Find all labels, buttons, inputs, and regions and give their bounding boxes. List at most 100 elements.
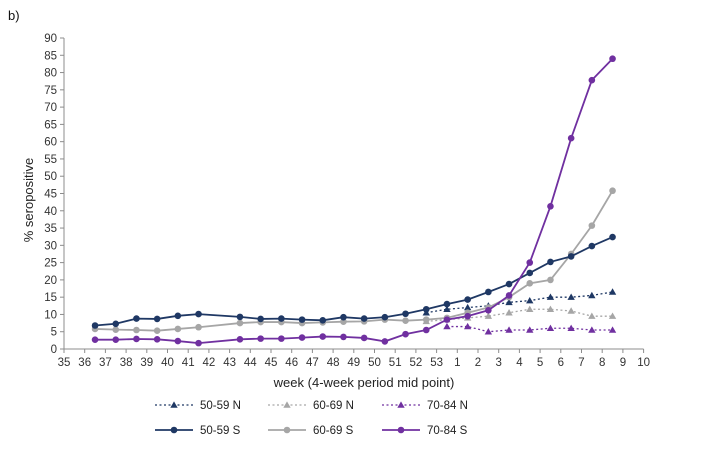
legend-marker bbox=[397, 426, 405, 434]
data-point-70-84-s bbox=[153, 336, 161, 343]
y-tick-label: 25 bbox=[44, 258, 57, 270]
x-tick-label: 51 bbox=[389, 357, 402, 369]
legend-label: 50-59 S bbox=[200, 425, 241, 437]
x-tick-label: 4 bbox=[516, 357, 523, 369]
y-tick-label: 90 bbox=[44, 33, 57, 45]
data-point-50-59-s bbox=[443, 300, 451, 308]
data-point-70-84-s bbox=[298, 334, 306, 341]
x-tick-label: 38 bbox=[120, 357, 133, 369]
data-point-70-84-s bbox=[464, 312, 471, 320]
legend-marker bbox=[397, 401, 405, 408]
y-tick-label: 15 bbox=[44, 292, 57, 304]
data-point-50-59-s bbox=[257, 315, 264, 323]
data-point-70-84-s bbox=[340, 333, 347, 341]
data-point-50-59-s bbox=[381, 313, 389, 321]
data-point-60-69-s bbox=[588, 222, 596, 229]
data-point-50-59-s bbox=[402, 310, 409, 318]
data-point-60-69-s bbox=[195, 323, 202, 331]
data-point-70-84-s bbox=[485, 306, 492, 314]
data-point-70-84-s bbox=[402, 330, 409, 338]
data-point-50-59-s bbox=[464, 296, 471, 303]
data-point-50-59-s bbox=[112, 320, 120, 328]
x-tick-label: 48 bbox=[327, 357, 340, 369]
data-point-60-69-s bbox=[526, 280, 534, 287]
y-tick-label: 50 bbox=[44, 171, 57, 183]
x-tick-label: 49 bbox=[347, 357, 360, 369]
legend-marker bbox=[283, 426, 291, 434]
data-point-70-84-s bbox=[278, 335, 285, 342]
y-tick-label: 30 bbox=[44, 240, 57, 252]
data-point-50-59-n bbox=[588, 291, 596, 299]
series-line-70-84-n bbox=[446, 325, 613, 333]
legend-item-70-84-s: 70-84 S bbox=[382, 425, 468, 437]
x-axis-label: week (4-week period mid point) bbox=[273, 375, 455, 390]
y-tick-label: 75 bbox=[44, 85, 57, 97]
data-point-50-59-n bbox=[608, 288, 617, 295]
y-tick-label: 0 bbox=[51, 344, 57, 356]
data-point-50-59-s bbox=[91, 322, 99, 329]
x-tick-label: 40 bbox=[161, 357, 174, 369]
data-point-60-69-n bbox=[526, 305, 534, 313]
x-tick-label: 53 bbox=[430, 357, 443, 369]
panel-label: b) bbox=[8, 8, 20, 23]
data-point-60-69-s bbox=[133, 326, 140, 334]
legend-label: 70-84 N bbox=[427, 400, 468, 412]
data-point-70-84-s bbox=[112, 336, 120, 343]
data-point-50-59-s bbox=[340, 313, 347, 321]
legend-item-50-59-n: 50-59 N bbox=[155, 400, 241, 412]
x-tick-label: 3 bbox=[495, 357, 501, 369]
series-line-70-84-s bbox=[95, 58, 614, 345]
data-point-70-84-s bbox=[381, 338, 389, 345]
y-tick-label: 5 bbox=[51, 327, 57, 339]
data-point-70-84-s bbox=[422, 326, 430, 334]
data-point-50-59-s bbox=[547, 258, 554, 266]
y-tick-label: 80 bbox=[44, 68, 57, 80]
series-layer bbox=[91, 55, 617, 347]
y-axis-label: % seropositive bbox=[21, 158, 36, 243]
data-point-60-69-n bbox=[567, 307, 575, 314]
x-tick-label: 42 bbox=[203, 357, 216, 369]
data-point-70-84-n bbox=[484, 328, 493, 335]
data-point-70-84-n bbox=[567, 324, 575, 332]
series-50-59-n bbox=[422, 288, 617, 316]
data-point-70-84-s bbox=[505, 292, 513, 299]
x-tick-label: 7 bbox=[578, 357, 584, 369]
series-60-69-n bbox=[422, 305, 617, 325]
legend-item-60-69-s: 60-69 S bbox=[268, 425, 354, 437]
series-60-69-s bbox=[91, 187, 616, 334]
data-point-50-59-s bbox=[567, 253, 575, 260]
x-tick-label: 41 bbox=[182, 357, 195, 369]
data-point-70-84-s bbox=[588, 76, 596, 84]
data-point-70-84-n bbox=[546, 324, 555, 332]
legend: 50-59 N 60-69 N 70-84 N 50-59 S 60-69 S 70-84… bbox=[155, 400, 468, 437]
legend-item-50-59-s: 50-59 S bbox=[155, 425, 241, 437]
data-point-70-84-s bbox=[319, 333, 327, 340]
data-point-70-84-s bbox=[91, 336, 99, 343]
y-axis-ticks: 0 5 10 15 20 25 30 35 40 45 50 55 60 65 70 75 80 85 90 bbox=[44, 33, 64, 356]
data-point-50-59-n bbox=[443, 305, 451, 313]
data-point-50-59-s bbox=[278, 315, 285, 322]
data-point-70-84-n bbox=[526, 326, 534, 333]
legend-marker bbox=[283, 401, 291, 408]
legend-marker bbox=[170, 401, 178, 408]
x-tick-label: 39 bbox=[140, 357, 153, 369]
data-point-70-84-s bbox=[567, 134, 575, 142]
x-tick-label: 45 bbox=[265, 357, 278, 369]
data-point-50-59-n bbox=[526, 296, 534, 304]
data-point-70-84-n bbox=[443, 322, 451, 330]
x-tick-label: 10 bbox=[637, 357, 650, 369]
data-point-70-84-s bbox=[360, 334, 368, 342]
legend-label: 70-84 S bbox=[427, 425, 468, 437]
data-point-70-84-s bbox=[174, 337, 182, 345]
data-point-70-84-s bbox=[257, 335, 264, 342]
x-axis-ticks: 35 36 37 38 39 40 41 42 43 44 45 46 47 48 49 50 51 52 53 1 2… bbox=[58, 349, 650, 369]
data-point-50-59-s bbox=[195, 310, 202, 318]
data-point-50-59-n bbox=[546, 293, 555, 300]
y-tick-label: 10 bbox=[44, 309, 57, 321]
data-point-70-84-s bbox=[236, 336, 244, 343]
data-point-70-84-s bbox=[526, 259, 534, 266]
x-tick-label: 36 bbox=[78, 357, 91, 369]
data-point-60-69-s bbox=[609, 187, 616, 195]
y-tick-label: 20 bbox=[44, 275, 57, 287]
